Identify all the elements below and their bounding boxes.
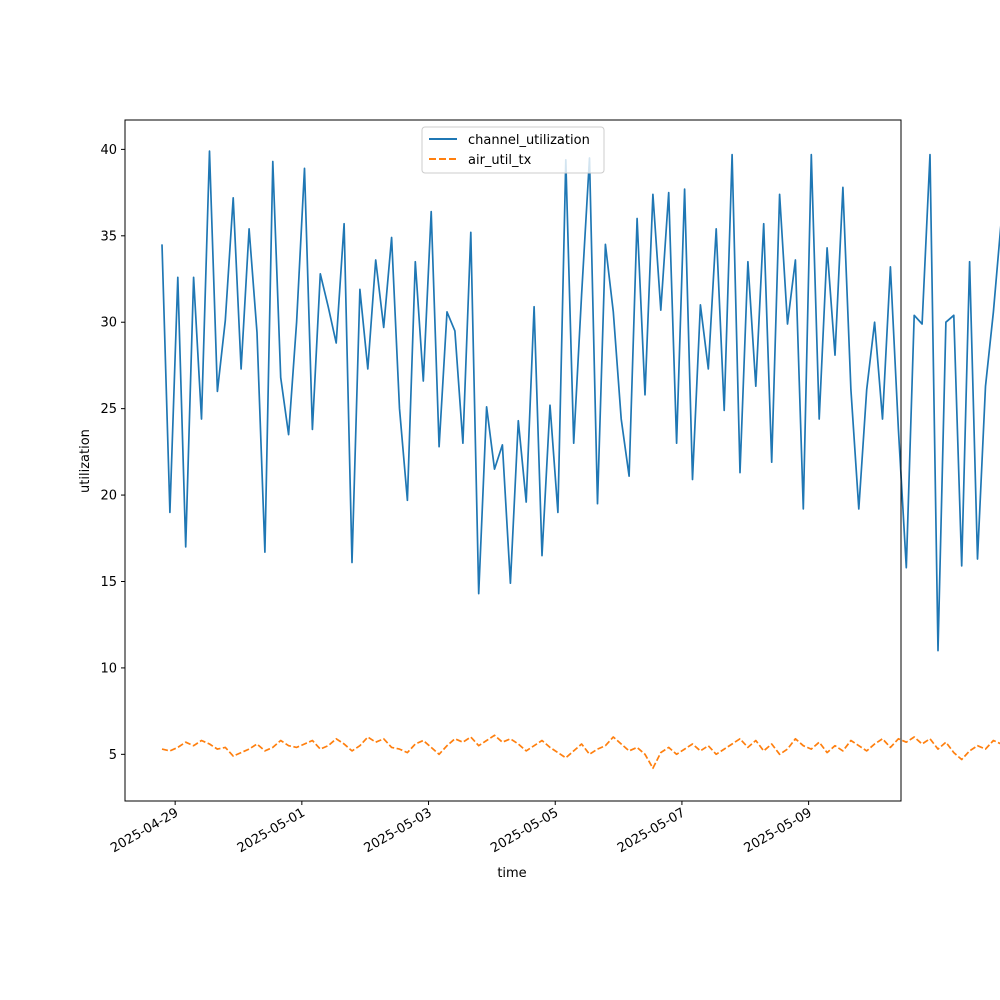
legend-label-channel-utilization: channel_utilization (468, 133, 590, 148)
series-line-channel-utilization (161, 150, 1000, 652)
y-tick-label: 35 (100, 229, 117, 244)
x-axis-label: time (497, 866, 526, 881)
y-axis: 5 10 15 20 25 30 35 40 (100, 143, 125, 763)
y-tick-label: 20 (100, 489, 117, 504)
y-tick-label: 10 (100, 661, 117, 676)
y-tick-label: 40 (100, 143, 117, 158)
y-tick-label: 30 (100, 316, 117, 331)
legend-box (421, 126, 605, 174)
y-tick-label: 5 (109, 748, 117, 763)
legend-label-air-util-tx: air_util_tx (468, 153, 532, 168)
series-layer (161, 150, 1000, 770)
y-tick-label: 15 (100, 575, 117, 590)
legend: channel_utilization air_util_tx (421, 126, 605, 174)
y-tick-label: 25 (100, 402, 117, 417)
y-axis-label: utilization (78, 429, 93, 493)
series-line-air-util-tx (161, 734, 1000, 770)
axes-frame (124, 119, 902, 802)
plot-area (124, 119, 1000, 802)
